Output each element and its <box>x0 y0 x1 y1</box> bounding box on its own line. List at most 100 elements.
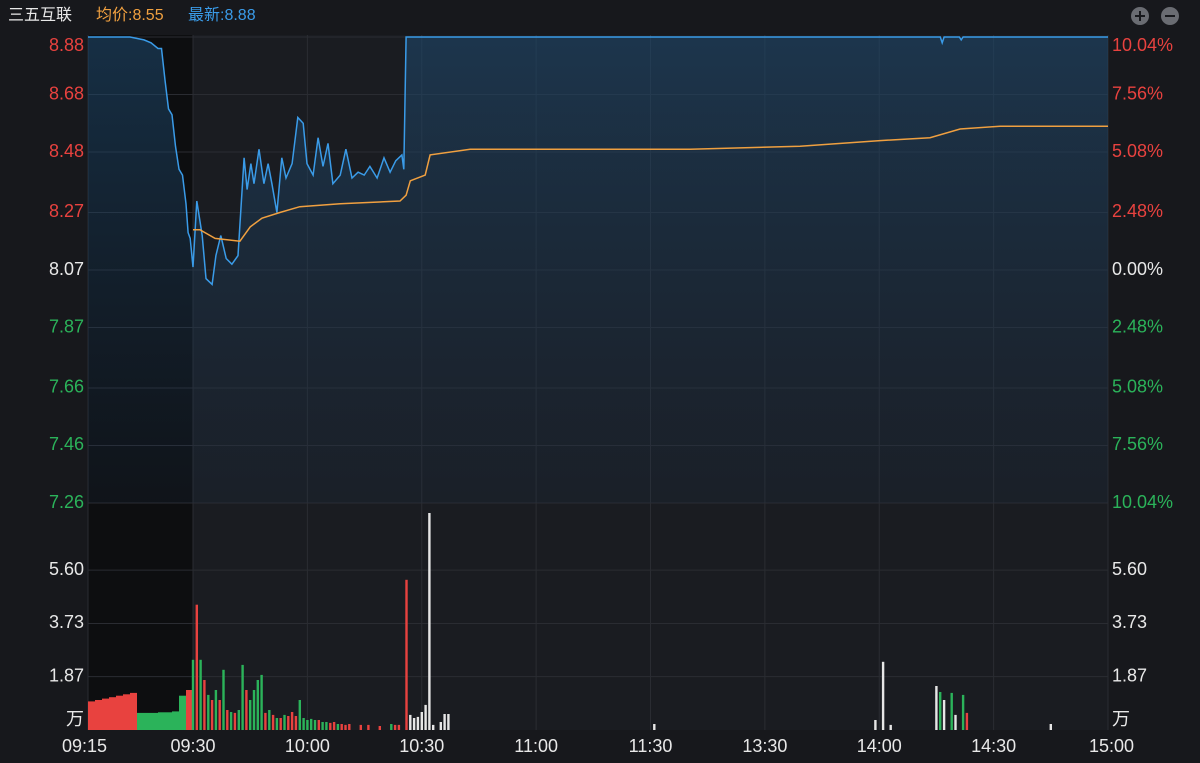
y2-tick-label: 0.00% <box>1112 259 1163 279</box>
volume-bar <box>279 718 282 730</box>
y-tick-label: 8.88 <box>49 35 84 55</box>
volume-bar <box>310 718 313 730</box>
volume-bar <box>233 712 237 730</box>
volume-bar <box>158 712 165 730</box>
volume-bar <box>245 690 248 730</box>
y2-tick-label: 7.56% <box>1112 83 1163 103</box>
volume-tick-label: 5.60 <box>49 559 84 579</box>
volume-bar <box>321 722 324 730</box>
volume-bar <box>226 710 229 730</box>
volume-unit: 万 <box>1112 709 1130 729</box>
stock-name: 三五互联 <box>8 6 72 24</box>
volume-bar <box>965 712 969 730</box>
y-tick-label: 7.66 <box>49 377 84 397</box>
x-tick-label: 14:30 <box>971 736 1016 756</box>
x-tick-label: 10:30 <box>399 736 444 756</box>
volume-bar <box>199 659 202 730</box>
x-tick-label: 13:30 <box>742 736 787 756</box>
volume-bar <box>241 664 244 730</box>
volume-bar <box>340 724 343 730</box>
volume-bar <box>252 690 256 730</box>
volume-bar <box>264 712 267 730</box>
volume-bar <box>939 692 942 730</box>
volume-bar <box>881 661 885 730</box>
volume-bar <box>165 712 172 730</box>
volume-bar <box>144 712 151 730</box>
volume-bar <box>222 669 225 730</box>
volume-bar <box>344 724 347 730</box>
y2-tick-label: 10.04% <box>1112 35 1173 55</box>
x-tick-label: 09:15 <box>62 736 107 756</box>
volume-bar <box>393 724 397 730</box>
x-tick-label: 11:30 <box>629 736 673 756</box>
zoom-in-button[interactable] <box>1131 7 1149 25</box>
volume-bar <box>653 724 656 730</box>
volume-bar <box>186 690 193 730</box>
volume-bar <box>306 720 309 730</box>
volume-bar <box>151 712 158 730</box>
volume-bar <box>123 694 130 730</box>
volume-bar <box>191 659 195 730</box>
volume-bar <box>109 697 116 730</box>
y2-tick-label: 5.08% <box>1112 377 1163 397</box>
volume-bar <box>214 690 218 730</box>
volume-bar <box>179 695 186 730</box>
volume-bar <box>102 698 109 730</box>
volume-bar <box>203 680 206 730</box>
volume-bar <box>367 724 370 730</box>
y2-tick-label: 2.48% <box>1112 201 1163 221</box>
volume-bar <box>405 579 408 730</box>
volume-bar <box>218 700 221 730</box>
volume-bar <box>229 712 233 730</box>
volume-bar <box>290 712 294 730</box>
volume-bar <box>432 724 435 730</box>
volume-bar <box>420 712 423 730</box>
y-tick-label: 7.46 <box>49 434 84 454</box>
zoom-out-button[interactable] <box>1161 7 1179 25</box>
volume-bar <box>329 722 332 730</box>
y2-tick-label: 10.04% <box>1112 492 1173 512</box>
y-tick-label: 8.68 <box>49 83 84 103</box>
line <box>88 36 1108 286</box>
x-tick-label: 10:00 <box>285 736 330 756</box>
line <box>193 125 1108 242</box>
y-tick-label: 8.07 <box>49 259 84 279</box>
volume-bar <box>439 722 442 730</box>
volume-bar <box>325 722 328 730</box>
y-tick-label: 7.26 <box>49 492 84 512</box>
volume-bar <box>332 722 336 730</box>
y2-tick-label: 5.08% <box>1112 141 1163 161</box>
volume-bar <box>271 714 275 730</box>
volume-bar <box>942 700 946 730</box>
volume-tick-label: 5.60 <box>1112 559 1147 579</box>
x-tick-label: 15:00 <box>1089 736 1134 756</box>
volume-bar <box>88 701 95 730</box>
volume-bar <box>130 692 137 730</box>
volume-bar <box>935 686 938 730</box>
average-price: 均价:8.55 <box>96 6 164 24</box>
volume-tick-label: 3.73 <box>49 612 84 632</box>
price-area <box>88 37 1108 503</box>
latest-price: 最新:8.88 <box>188 6 256 24</box>
volume-bar <box>954 714 957 730</box>
volume-bar <box>1049 724 1052 730</box>
volume-bar <box>428 513 431 730</box>
volume-unit: 万 <box>66 709 84 729</box>
volume-bar <box>390 724 393 730</box>
volume-bar <box>95 700 102 730</box>
volume-bar <box>874 720 877 730</box>
volume-bar <box>237 710 240 730</box>
volume-bar <box>447 714 450 730</box>
volume-bar <box>950 692 953 730</box>
volume-bar <box>378 726 381 730</box>
volume-bar <box>443 714 446 730</box>
volume-bar <box>348 724 351 730</box>
y2-tick-label: 2.48% <box>1112 316 1163 336</box>
y2-tick-label: 7.56% <box>1112 434 1163 454</box>
volume-bar <box>412 718 416 730</box>
volume-bar <box>195 604 198 730</box>
x-tick-label: 14:00 <box>857 736 902 756</box>
volume-bar <box>294 716 298 730</box>
volume-bar <box>260 674 263 730</box>
